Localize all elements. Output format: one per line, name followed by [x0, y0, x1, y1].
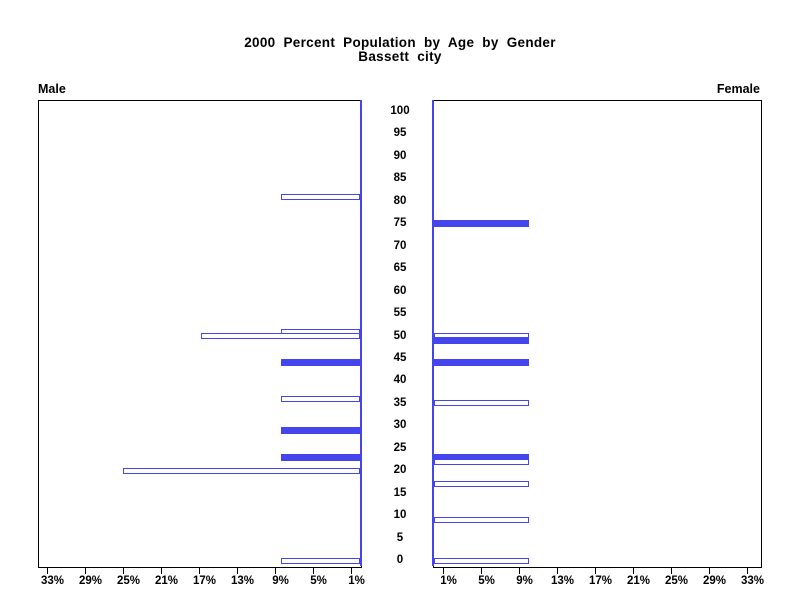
age-tick-label-10: 10 [393, 509, 407, 522]
male-xtick-33 [46, 567, 48, 574]
male-xtick-5 [312, 567, 314, 574]
age-tick-label-95: 95 [393, 127, 407, 140]
female-xtick-label-9: 9% [516, 575, 533, 587]
male-xtick-9 [274, 567, 276, 574]
age-tick-label-65: 65 [393, 262, 407, 275]
male-zero-baseline [360, 100, 362, 566]
male-bar-age-20 [122, 467, 360, 474]
female-zero-baseline [432, 100, 434, 566]
age-tick-label-35: 35 [393, 396, 407, 409]
male-xtick-13 [236, 567, 238, 574]
female-xtick-label-1: 1% [440, 575, 457, 587]
age-tick-label-20: 20 [393, 464, 407, 477]
female-xtick-1 [442, 567, 444, 574]
male-xtick-29 [84, 567, 86, 574]
female-xtick-21 [632, 567, 634, 574]
age-tick-label-80: 80 [393, 194, 407, 207]
female-panel-label: Female [716, 82, 760, 96]
female-xtick-5 [480, 567, 482, 574]
male-xtick-label-1: 1% [348, 575, 365, 587]
female-xtick-29 [708, 567, 710, 574]
age-tick-label-60: 60 [393, 284, 407, 297]
male-xtick-1 [350, 567, 352, 574]
age-tick-label-70: 70 [393, 239, 407, 252]
female-xtick-25 [670, 567, 672, 574]
age-tick-label-25: 25 [393, 441, 407, 454]
female-xtick-label-29: 29% [702, 575, 727, 587]
age-tick-label-0: 0 [396, 554, 404, 566]
male-bar-age-0 [281, 557, 360, 564]
female-bar-age-44 [434, 359, 529, 367]
female-xtick-33 [746, 567, 748, 574]
age-tick-label-45: 45 [393, 351, 407, 364]
female-bar-age-23 [434, 453, 529, 461]
male-bar-age-36 [281, 395, 360, 402]
female-xtick-13 [556, 567, 558, 574]
female-bar-age-0 [434, 557, 529, 564]
female-xtick-17 [594, 567, 596, 574]
male-xtick-label-25: 25% [116, 575, 141, 587]
male-bar-age-81 [281, 193, 360, 200]
male-bar-age-29 [281, 426, 360, 434]
male-bar-age-44 [281, 359, 360, 367]
female-bar-age-49 [434, 336, 529, 344]
chart-title-line2: Bassett city [358, 49, 442, 64]
age-tick-label-40: 40 [393, 374, 407, 387]
age-tick-label-75: 75 [393, 217, 407, 230]
male-xtick-label-13: 13% [230, 575, 255, 587]
age-tick-label-100: 100 [390, 105, 410, 117]
male-xtick-17 [198, 567, 200, 574]
male-xtick-label-33: 33% [40, 575, 65, 587]
chart-title: 2000 Percent Population by Age by Gender… [0, 36, 800, 64]
chart-title-line1: 2000 Percent Population by Age by Gender [244, 35, 556, 50]
male-panel-label: Male [38, 82, 66, 96]
age-tick-label-85: 85 [393, 172, 407, 185]
male-xtick-21 [160, 567, 162, 574]
age-tick-label-55: 55 [393, 307, 407, 320]
male-xtick-label-21: 21% [154, 575, 179, 587]
female-xtick-9 [518, 567, 520, 574]
male-bar-age-23 [281, 453, 360, 461]
female-xtick-label-21: 21% [626, 575, 651, 587]
female-xtick-label-13: 13% [550, 575, 575, 587]
age-tick-label-50: 50 [393, 329, 407, 342]
male-xtick-label-5: 5% [310, 575, 327, 587]
male-xtick-label-17: 17% [192, 575, 217, 587]
female-xtick-label-33: 33% [740, 575, 765, 587]
age-tick-label-90: 90 [393, 149, 407, 162]
female-bar-age-35 [434, 400, 529, 407]
female-bar-age-22 [434, 458, 529, 465]
male-xtick-label-9: 9% [272, 575, 289, 587]
female-bar-age-17 [434, 481, 529, 488]
age-tick-label-30: 30 [393, 419, 407, 432]
age-tick-label-15: 15 [393, 486, 407, 499]
female-xtick-label-25: 25% [664, 575, 689, 587]
female-bar-age-75 [434, 220, 529, 228]
male-xtick-label-29: 29% [78, 575, 103, 587]
female-xtick-label-5: 5% [478, 575, 495, 587]
age-tick-label-5: 5 [396, 531, 404, 544]
male-bar-age-50 [201, 333, 360, 339]
female-bar-age-9 [434, 517, 529, 524]
male-xtick-25 [122, 567, 124, 574]
female-xtick-label-17: 17% [588, 575, 613, 587]
